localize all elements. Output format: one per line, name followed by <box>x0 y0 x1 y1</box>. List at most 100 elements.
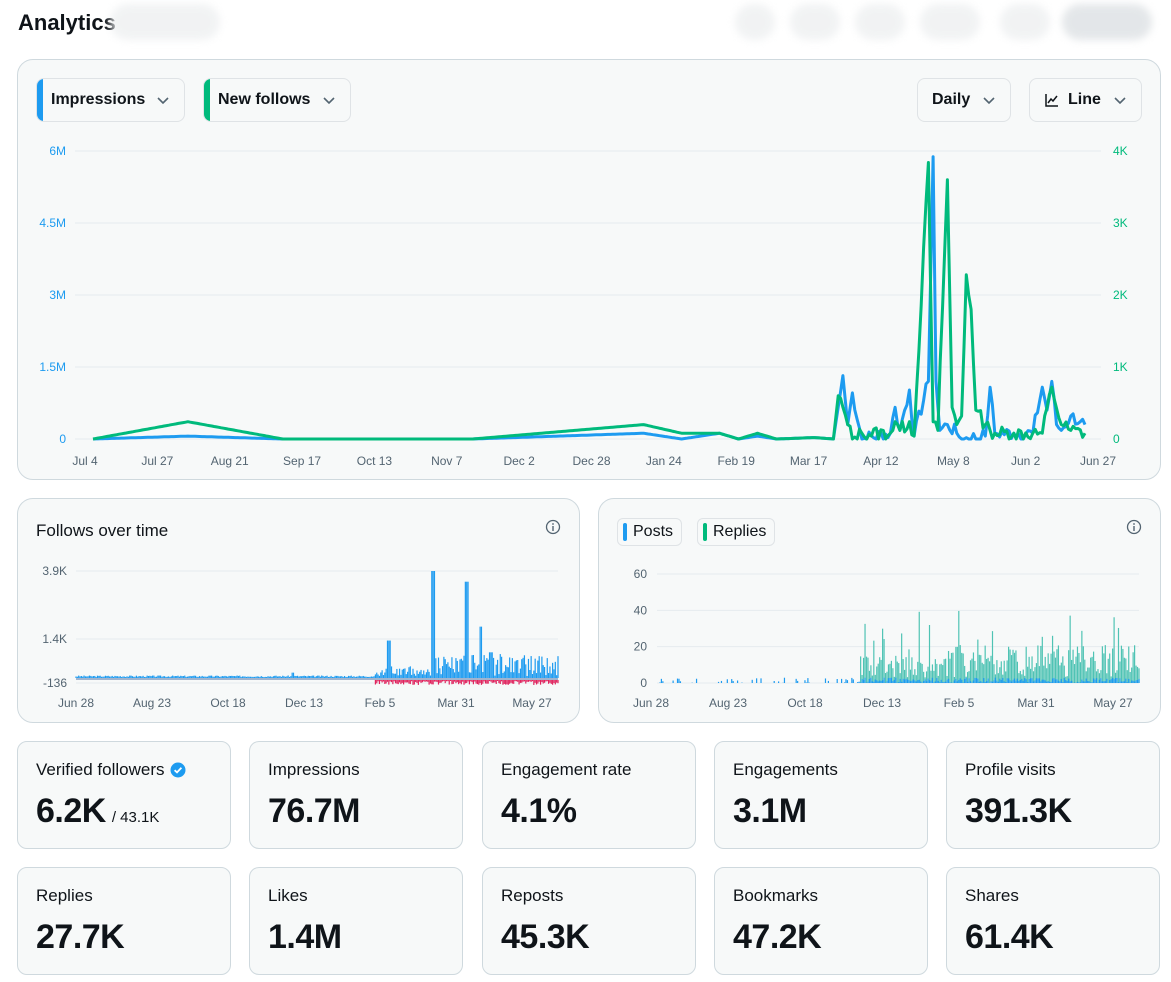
x-tick-label: Oct 13 <box>357 454 393 468</box>
blurred-header-element <box>1062 4 1152 40</box>
blurred-header-element <box>855 4 905 40</box>
stat-value: 47.2K <box>733 918 822 956</box>
stat-value: 61.4K <box>965 918 1054 956</box>
stat-likes[interactable]: Likes 1.4M <box>249 867 463 975</box>
stat-replies[interactable]: Replies 27.7K <box>17 867 231 975</box>
stat-value: 391.3K <box>965 792 1072 830</box>
stat-label-wrap: Verified followers <box>36 760 186 780</box>
y-tick-label: 0 <box>640 676 647 690</box>
stat-engagements[interactable]: Engagements 3.1M <box>714 741 928 849</box>
interval-dropdown[interactable]: Daily <box>917 78 1011 122</box>
x-tick-label: Aug 23 <box>133 696 171 710</box>
new-follows-line <box>92 161 1087 441</box>
stat-label: Profile visits <box>965 760 1056 779</box>
line-chart-icon <box>1045 94 1058 107</box>
x-tick-label: Dec 2 <box>503 454 535 468</box>
y-right-tick-label: 3K <box>1113 216 1128 230</box>
blurred-header-element <box>110 4 220 40</box>
posts-color-swatch <box>623 523 627 541</box>
y-tick-label: 60 <box>634 567 648 581</box>
x-tick-label: Apr 12 <box>863 454 899 468</box>
chart-type-dropdown[interactable]: Line <box>1029 78 1142 122</box>
x-tick-label: Jan 24 <box>646 454 682 468</box>
x-tick-label: Mar 17 <box>790 454 828 468</box>
legend-posts[interactable]: Posts <box>617 518 683 546</box>
stat-value: 1.4M <box>268 918 342 956</box>
stat-value: 6.2K <box>36 792 106 830</box>
x-tick-label: May 8 <box>937 454 970 468</box>
y-tick-label: 20 <box>634 640 648 654</box>
chevron-down-icon <box>1114 97 1126 105</box>
y-tick-label: -136 <box>43 676 67 690</box>
stat-label: Likes <box>268 886 308 905</box>
x-tick-label: Jun 27 <box>1080 454 1116 468</box>
x-tick-label: Oct 18 <box>210 696 246 710</box>
info-icon[interactable] <box>545 519 561 535</box>
y-left-tick-label: 6M <box>49 144 66 158</box>
impressions-color-swatch <box>37 79 43 121</box>
x-tick-label: Aug 21 <box>211 454 249 468</box>
main-chart-card: Impressions New follows Daily Line 0 0 1.5… <box>17 59 1161 480</box>
info-icon[interactable] <box>1126 519 1142 535</box>
stat-verified-followers[interactable]: Verified followers 6.2K / 43.1K <box>17 741 231 849</box>
page-title: Analytics <box>18 10 116 35</box>
x-tick-label: Feb 5 <box>365 696 396 710</box>
metric-2-label: New follows <box>218 91 311 108</box>
x-tick-label: Dec 13 <box>863 696 901 710</box>
legend-posts-label: Posts <box>633 523 674 540</box>
stat-profile-visits[interactable]: Profile visits 391.3K <box>946 741 1160 849</box>
x-tick-label: Jul 4 <box>72 454 98 468</box>
y-left-tick-label: 0 <box>59 432 66 446</box>
follows-bar-chart: -136 1.4K 3.9K Jun 28 Aug 23 Oct 18 Dec 13 Feb … <box>42 564 559 710</box>
y-left-tick-label: 4.5M <box>39 216 66 230</box>
impressions-line <box>92 155 1087 441</box>
stat-impressions[interactable]: Impressions 76.7M <box>249 741 463 849</box>
y-left-tick-label: 1.5M <box>39 360 66 374</box>
stat-shares[interactable]: Shares 61.4K <box>946 867 1160 975</box>
chevron-down-icon <box>323 97 335 105</box>
x-tick-label: Aug 23 <box>709 696 747 710</box>
x-tick-label: Nov 7 <box>431 454 463 468</box>
y-right-tick-label: 2K <box>1113 288 1128 302</box>
x-tick-label: Feb 19 <box>718 454 756 468</box>
new-follows-color-swatch <box>204 79 210 121</box>
stat-label: Engagement rate <box>501 760 632 779</box>
stat-value: 27.7K <box>36 918 125 956</box>
x-tick-label: Mar 31 <box>437 696 475 710</box>
stat-label: Bookmarks <box>733 886 819 905</box>
metric-1-dropdown[interactable]: Impressions <box>36 78 185 122</box>
stat-value: 45.3K <box>501 918 590 956</box>
stat-reposts[interactable]: Reposts 45.3K <box>482 867 696 975</box>
follows-card: Follows over time -136 1.4K 3.9K Jun 28 Aug … <box>17 498 580 723</box>
stat-label: Impressions <box>268 760 360 779</box>
y-tick-label: 40 <box>634 603 648 617</box>
x-tick-label: Jul 27 <box>141 454 173 468</box>
stat-label: Shares <box>965 886 1019 905</box>
posts-replies-card: Posts Replies 0 20 40 60 Jun 28 Aug 23 Oct 18 D… <box>598 498 1161 723</box>
legend-replies[interactable]: Replies <box>697 518 776 546</box>
chevron-down-icon <box>983 97 995 105</box>
blurred-header-element <box>1000 4 1050 40</box>
blurred-header-element <box>790 4 840 40</box>
x-tick-label: Sep 17 <box>283 454 321 468</box>
stat-label: Replies <box>36 886 93 905</box>
y-right-tick-label: 1K <box>1113 360 1128 374</box>
stat-label: Engagements <box>733 760 838 779</box>
stat-engagement-rate[interactable]: Engagement rate 4.1% <box>482 741 696 849</box>
metric-2-dropdown[interactable]: New follows <box>203 78 351 122</box>
x-tick-label: May 27 <box>512 696 552 710</box>
y-tick-label: 3.9K <box>42 564 67 578</box>
stat-label: Reposts <box>501 886 564 905</box>
stat-bookmarks[interactable]: Bookmarks 47.2K <box>714 867 928 975</box>
x-tick-label: Dec 13 <box>285 696 323 710</box>
stat-subvalue: / 43.1K <box>111 809 160 826</box>
legend-replies-label: Replies <box>713 523 767 540</box>
chevron-down-icon <box>157 97 169 105</box>
stat-value: 4.1% <box>501 792 577 830</box>
follows-card-title: Follows over time <box>36 521 169 540</box>
y-left-tick-label: 3M <box>49 288 66 302</box>
x-tick-label: Feb 5 <box>944 696 975 710</box>
interval-label: Daily <box>932 91 971 108</box>
main-line-chart: 0 0 1.5M 1K 3M 2K 4.5M 3K 6M 4K Jul 4 Jul 27 Aug 21 S… <box>39 144 1128 468</box>
verified-badge-icon <box>170 762 186 778</box>
